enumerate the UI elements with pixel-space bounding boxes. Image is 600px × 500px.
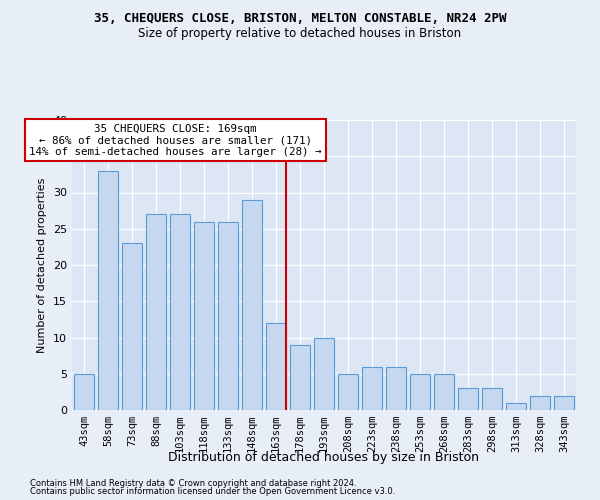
Bar — [122, 244, 142, 410]
Bar — [386, 366, 406, 410]
Bar — [458, 388, 478, 410]
Bar — [98, 171, 118, 410]
Bar — [146, 214, 166, 410]
Text: Distribution of detached houses by size in Briston: Distribution of detached houses by size … — [169, 451, 479, 464]
Bar — [434, 374, 454, 410]
Bar — [506, 403, 526, 410]
Text: 35 CHEQUERS CLOSE: 169sqm
← 86% of detached houses are smaller (171)
14% of semi: 35 CHEQUERS CLOSE: 169sqm ← 86% of detac… — [29, 124, 322, 157]
Text: Size of property relative to detached houses in Briston: Size of property relative to detached ho… — [139, 28, 461, 40]
Bar — [530, 396, 550, 410]
Text: Contains HM Land Registry data © Crown copyright and database right 2024.: Contains HM Land Registry data © Crown c… — [30, 478, 356, 488]
Y-axis label: Number of detached properties: Number of detached properties — [37, 178, 47, 352]
Bar — [314, 338, 334, 410]
Text: Contains public sector information licensed under the Open Government Licence v3: Contains public sector information licen… — [30, 487, 395, 496]
Bar — [482, 388, 502, 410]
Bar — [242, 200, 262, 410]
Bar — [554, 396, 574, 410]
Bar — [218, 222, 238, 410]
Bar — [290, 345, 310, 410]
Bar — [362, 366, 382, 410]
Bar — [410, 374, 430, 410]
Bar — [194, 222, 214, 410]
Bar — [170, 214, 190, 410]
Bar — [266, 323, 286, 410]
Bar — [338, 374, 358, 410]
Text: 35, CHEQUERS CLOSE, BRISTON, MELTON CONSTABLE, NR24 2PW: 35, CHEQUERS CLOSE, BRISTON, MELTON CONS… — [94, 12, 506, 26]
Bar — [74, 374, 94, 410]
